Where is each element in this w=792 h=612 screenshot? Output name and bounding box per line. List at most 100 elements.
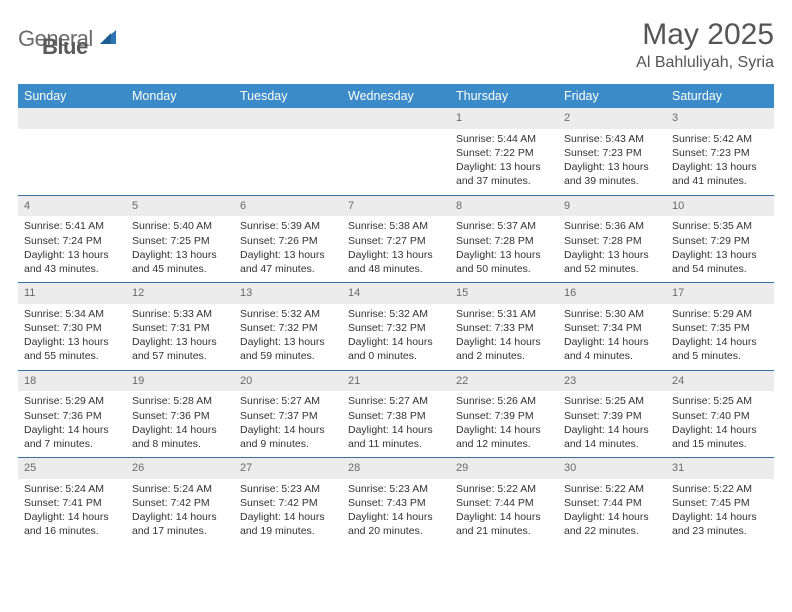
sunset-line: Sunset: 7:32 PM [240,321,336,335]
daylight-line: Daylight: 14 hours and 5 minutes. [672,335,768,363]
day-details [234,129,342,187]
daylight-line: Daylight: 14 hours and 23 minutes. [672,510,768,538]
day-number [18,108,126,129]
day-number [234,108,342,129]
sunset-line: Sunset: 7:22 PM [456,146,552,160]
calendar-cell-blank [342,108,450,195]
calendar-cell: 3Sunrise: 5:42 AMSunset: 7:23 PMDaylight… [666,108,774,195]
day-number: 15 [450,282,558,304]
day-details: Sunrise: 5:37 AMSunset: 7:28 PMDaylight:… [450,216,558,282]
sunrise-line: Sunrise: 5:39 AM [240,219,336,233]
sunrise-line: Sunrise: 5:44 AM [456,132,552,146]
sunrise-line: Sunrise: 5:27 AM [240,394,336,408]
sunset-line: Sunset: 7:32 PM [348,321,444,335]
day-details: Sunrise: 5:26 AMSunset: 7:39 PMDaylight:… [450,391,558,457]
calendar-cell: 23Sunrise: 5:25 AMSunset: 7:39 PMDayligh… [558,370,666,458]
sunrise-line: Sunrise: 5:41 AM [24,219,120,233]
calendar-cell: 2Sunrise: 5:43 AMSunset: 7:23 PMDaylight… [558,108,666,195]
day-number: 19 [126,370,234,392]
sunset-line: Sunset: 7:39 PM [564,409,660,423]
sunrise-line: Sunrise: 5:30 AM [564,307,660,321]
daylight-line: Daylight: 14 hours and 22 minutes. [564,510,660,538]
calendar-cell: 8Sunrise: 5:37 AMSunset: 7:28 PMDaylight… [450,195,558,283]
day-number: 7 [342,195,450,217]
daylight-line: Daylight: 14 hours and 20 minutes. [348,510,444,538]
sunrise-line: Sunrise: 5:23 AM [240,482,336,496]
day-number: 26 [126,457,234,479]
calendar-row: 25Sunrise: 5:24 AMSunset: 7:41 PMDayligh… [18,457,774,545]
daylight-line: Daylight: 13 hours and 45 minutes. [132,248,228,276]
sunrise-line: Sunrise: 5:35 AM [672,219,768,233]
sunrise-line: Sunrise: 5:32 AM [240,307,336,321]
sunrise-line: Sunrise: 5:22 AM [564,482,660,496]
calendar-cell: 4Sunrise: 5:41 AMSunset: 7:24 PMDaylight… [18,195,126,283]
day-details: Sunrise: 5:31 AMSunset: 7:33 PMDaylight:… [450,304,558,370]
day-number: 23 [558,370,666,392]
sunrise-line: Sunrise: 5:38 AM [348,219,444,233]
daylight-line: Daylight: 13 hours and 59 minutes. [240,335,336,363]
sunset-line: Sunset: 7:40 PM [672,409,768,423]
sunset-line: Sunset: 7:39 PM [456,409,552,423]
day-number: 17 [666,282,774,304]
day-number [126,108,234,129]
daylight-line: Daylight: 14 hours and 2 minutes. [456,335,552,363]
day-details: Sunrise: 5:38 AMSunset: 7:27 PMDaylight:… [342,216,450,282]
sunset-line: Sunset: 7:41 PM [24,496,120,510]
day-details: Sunrise: 5:30 AMSunset: 7:34 PMDaylight:… [558,304,666,370]
brand-logo-row2: Blue [18,34,88,60]
daylight-line: Daylight: 13 hours and 37 minutes. [456,160,552,188]
sunset-line: Sunset: 7:42 PM [240,496,336,510]
weekday-header: Friday [558,84,666,108]
weekday-header: Sunday [18,84,126,108]
day-number: 10 [666,195,774,217]
day-number: 9 [558,195,666,217]
daylight-line: Daylight: 14 hours and 12 minutes. [456,423,552,451]
sunrise-line: Sunrise: 5:43 AM [564,132,660,146]
daylight-line: Daylight: 13 hours and 54 minutes. [672,248,768,276]
calendar-cell: 27Sunrise: 5:23 AMSunset: 7:42 PMDayligh… [234,457,342,545]
location-label: Al Bahluliyah, Syria [636,54,774,72]
calendar-row: 1Sunrise: 5:44 AMSunset: 7:22 PMDaylight… [18,108,774,195]
sunrise-line: Sunrise: 5:23 AM [348,482,444,496]
daylight-line: Daylight: 14 hours and 19 minutes. [240,510,336,538]
daylight-line: Daylight: 14 hours and 9 minutes. [240,423,336,451]
sunrise-line: Sunrise: 5:32 AM [348,307,444,321]
sunset-line: Sunset: 7:43 PM [348,496,444,510]
calendar-cell-blank [234,108,342,195]
day-number: 18 [18,370,126,392]
sunset-line: Sunset: 7:34 PM [564,321,660,335]
day-number: 3 [666,108,774,129]
calendar-cell: 5Sunrise: 5:40 AMSunset: 7:25 PMDaylight… [126,195,234,283]
daylight-line: Daylight: 13 hours and 52 minutes. [564,248,660,276]
sunrise-line: Sunrise: 5:27 AM [348,394,444,408]
day-details: Sunrise: 5:32 AMSunset: 7:32 PMDaylight:… [342,304,450,370]
day-number: 28 [342,457,450,479]
day-number: 13 [234,282,342,304]
day-details: Sunrise: 5:41 AMSunset: 7:24 PMDaylight:… [18,216,126,282]
day-details [126,129,234,187]
page-title: May 2025 [636,18,774,52]
calendar-cell: 10 Sunrise: 5:35 AMSunset: 7:29 PMDayligh… [666,195,774,283]
sunrise-line: Sunrise: 5:33 AM [132,307,228,321]
daylight-line: Daylight: 14 hours and 7 minutes. [24,423,120,451]
day-details: Sunrise: 5:44 AMSunset: 7:22 PMDaylight:… [450,129,558,195]
day-details: Sunrise: 5:29 AMSunset: 7:36 PMDaylight:… [18,391,126,457]
sunset-line: Sunset: 7:29 PM [672,234,768,248]
sunset-line: Sunset: 7:37 PM [240,409,336,423]
day-details: Sunrise: 5:39 AMSunset: 7:26 PMDaylight:… [234,216,342,282]
calendar-cell: 13 Sunrise: 5:32 AMSunset: 7:32 PMDayligh… [234,282,342,370]
calendar-cell: 1Sunrise: 5:44 AMSunset: 7:22 PMDaylight… [450,108,558,195]
day-details: Sunrise: 5:24 AMSunset: 7:42 PMDaylight:… [126,479,234,545]
day-details: Sunrise: 5:22 AMSunset: 7:45 PMDaylight:… [666,479,774,545]
daylight-line: Daylight: 14 hours and 16 minutes. [24,510,120,538]
day-number: 2 [558,108,666,129]
daylight-line: Daylight: 14 hours and 0 minutes. [348,335,444,363]
sunset-line: Sunset: 7:38 PM [348,409,444,423]
day-details: Sunrise: 5:42 AMSunset: 7:23 PMDaylight:… [666,129,774,195]
calendar-cell: 28 Sunrise: 5:23 AMSunset: 7:43 PMDayligh… [342,457,450,545]
day-details: Sunrise: 5:23 AMSunset: 7:42 PMDaylight:… [234,479,342,545]
sunset-line: Sunset: 7:36 PM [132,409,228,423]
sunset-line: Sunset: 7:30 PM [24,321,120,335]
daylight-line: Daylight: 14 hours and 4 minutes. [564,335,660,363]
calendar-table: SundayMondayTuesdayWednesdayThursdayFrid… [18,84,774,545]
